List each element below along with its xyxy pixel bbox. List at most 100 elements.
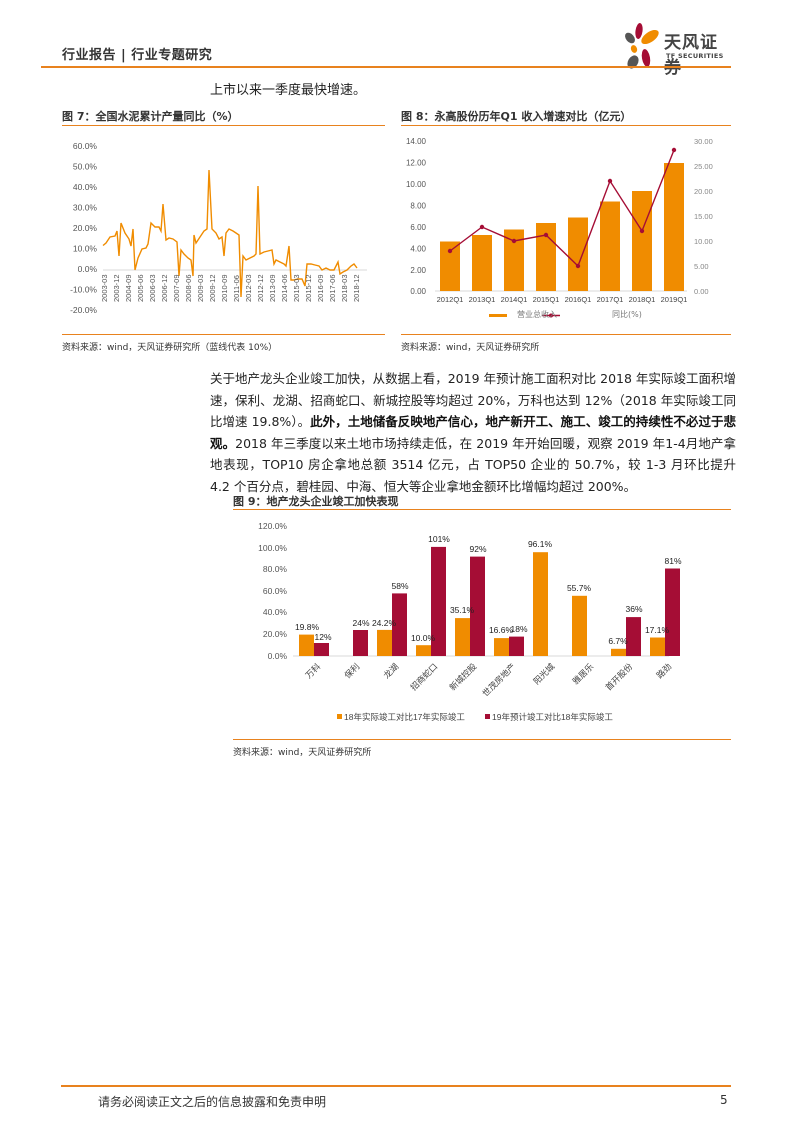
svg-text:40.0%: 40.0% bbox=[73, 182, 98, 192]
svg-text:20.0%: 20.0% bbox=[263, 629, 288, 639]
svg-text:2006-12: 2006-12 bbox=[160, 274, 169, 302]
svg-text:80.0%: 80.0% bbox=[263, 564, 288, 574]
svg-text:雅居乐: 雅居乐 bbox=[570, 661, 595, 686]
flower-logo-icon bbox=[625, 23, 659, 69]
svg-text:2011-06: 2011-06 bbox=[232, 275, 241, 302]
bar-value-labels: 19.8% 12% 24% 24.2% 58% 10.0% 101% 35.1%… bbox=[295, 534, 682, 646]
legend-orange-swatch bbox=[337, 714, 342, 719]
svg-text:14.00: 14.00 bbox=[406, 137, 427, 146]
paragraph-part1: 关于地产龙头企业竣工加快，从数据上看，2019 年预计施工面积对比 2018 年… bbox=[210, 371, 736, 429]
svg-text:24.2%: 24.2% bbox=[372, 618, 397, 628]
svg-text:18年实际竣工对比17年实际竣工: 18年实际竣工对比17年实际竣工 bbox=[344, 712, 465, 722]
svg-text:2018-03: 2018-03 bbox=[340, 274, 349, 302]
figure8-title-rule bbox=[401, 125, 731, 126]
svg-text:35.1%: 35.1% bbox=[450, 605, 475, 615]
svg-text:2019Q1: 2019Q1 bbox=[661, 295, 688, 304]
svg-text:2014-06: 2014-06 bbox=[280, 274, 289, 302]
svg-text:2014Q1: 2014Q1 bbox=[501, 295, 528, 304]
svg-text:2015-03: 2015-03 bbox=[292, 274, 301, 302]
svg-text:16.6%: 16.6% bbox=[489, 625, 514, 635]
cement-output-line-chart: 60.0% 50.0% 40.0% 30.0% 20.0% 10.0% 0.0%… bbox=[70, 141, 367, 315]
svg-text:120.0%: 120.0% bbox=[258, 521, 287, 531]
revenue-bars bbox=[440, 163, 684, 291]
svg-text:2016Q1: 2016Q1 bbox=[565, 295, 592, 304]
svg-text:10.00: 10.00 bbox=[406, 180, 427, 189]
svg-text:2009-12: 2009-12 bbox=[208, 274, 217, 302]
figure8-title: 图 8：永高股份历年Q1 收入增速对比（亿元） bbox=[401, 110, 632, 123]
svg-text:保利: 保利 bbox=[342, 661, 361, 680]
svg-text:-20.0%: -20.0% bbox=[70, 305, 97, 315]
figure8-source-rule bbox=[401, 334, 731, 335]
svg-text:19年预计竣工对比18年实际竣工: 19年预计竣工对比18年实际竣工 bbox=[492, 712, 613, 722]
svg-text:55.7%: 55.7% bbox=[567, 583, 592, 593]
figure9-title-rule bbox=[233, 509, 731, 510]
svg-text:2.00: 2.00 bbox=[410, 266, 426, 275]
svg-text:-10.0%: -10.0% bbox=[70, 285, 97, 295]
svg-text:首开股份: 首开股份 bbox=[603, 661, 634, 692]
legend-bar-swatch bbox=[489, 314, 507, 317]
right-y-axis-labels: 30.00 25.00 20.00 15.00 10.00 5.00 0.00 bbox=[694, 137, 713, 296]
y-axis-labels: 120.0% 100.0% 80.0% 60.0% 40.0% 20.0% 0.… bbox=[258, 521, 287, 661]
legend bbox=[489, 313, 560, 318]
figure7-title: 图 7：全国水泥累计产量同比（%） bbox=[62, 110, 239, 123]
svg-text:6.7%: 6.7% bbox=[608, 636, 628, 646]
svg-text:96.1%: 96.1% bbox=[528, 539, 553, 549]
svg-text:6.00: 6.00 bbox=[410, 223, 426, 232]
svg-text:2017-06: 2017-06 bbox=[328, 274, 337, 302]
svg-text:招商蛇口: 招商蛇口 bbox=[408, 661, 439, 692]
svg-text:12%: 12% bbox=[314, 632, 331, 642]
logo-subtitle: TF SECURITIES bbox=[666, 52, 724, 60]
crimson-series-bars bbox=[314, 546, 680, 656]
legend-yoy-label: 同比(%) bbox=[612, 310, 642, 319]
svg-text:2012Q1: 2012Q1 bbox=[437, 295, 464, 304]
svg-text:58%: 58% bbox=[391, 581, 408, 591]
paragraph-bold: 此外，土地储备反映地产信心，地产新开工、施工、竣工的持续性不必过于悲观。 bbox=[210, 414, 736, 451]
logo-name: 天风证券 bbox=[664, 33, 718, 78]
page-number: 5 bbox=[720, 1093, 728, 1107]
svg-text:路劲: 路劲 bbox=[654, 661, 673, 680]
figure8-source: 资料来源：wind，天风证券研究所 bbox=[401, 343, 540, 353]
svg-text:36%: 36% bbox=[625, 604, 642, 614]
orange-series-bars bbox=[299, 552, 665, 656]
svg-text:2005-06: 2005-06 bbox=[136, 274, 145, 302]
svg-text:2015-12: 2015-12 bbox=[304, 274, 313, 302]
svg-text:60.0%: 60.0% bbox=[73, 141, 98, 151]
svg-text:40.0%: 40.0% bbox=[263, 607, 288, 617]
svg-text:15.00: 15.00 bbox=[694, 212, 713, 221]
yonggao-revenue-combo-chart: 14.00 12.00 10.00 8.00 6.00 4.00 2.00 0.… bbox=[406, 137, 713, 318]
figure7-source-rule bbox=[62, 334, 385, 335]
svg-text:8.00: 8.00 bbox=[410, 202, 426, 211]
svg-text:100.0%: 100.0% bbox=[258, 543, 287, 553]
svg-text:新城控股: 新城控股 bbox=[447, 661, 478, 692]
svg-text:10.0%: 10.0% bbox=[73, 244, 98, 254]
x-axis-labels: 2012Q1 2013Q1 2014Q1 2015Q1 2016Q1 2017Q1 20… bbox=[437, 295, 688, 304]
svg-text:24%: 24% bbox=[352, 618, 369, 628]
svg-text:101%: 101% bbox=[428, 534, 450, 544]
report-category: 行业报告 | 行业专题研究 bbox=[62, 48, 213, 63]
svg-text:4.00: 4.00 bbox=[410, 245, 426, 254]
svg-text:60.0%: 60.0% bbox=[263, 586, 288, 596]
cement-yoy-line bbox=[102, 169, 358, 298]
figure7-title-rule bbox=[62, 125, 385, 126]
svg-text:2018Q1: 2018Q1 bbox=[629, 295, 656, 304]
svg-text:10.00: 10.00 bbox=[694, 237, 713, 246]
svg-text:5.00: 5.00 bbox=[694, 262, 709, 271]
header-divider bbox=[41, 66, 731, 68]
svg-text:2004-09: 2004-09 bbox=[124, 274, 133, 302]
y-axis-labels: 60.0% 50.0% 40.0% 30.0% 20.0% 10.0% 0.0%… bbox=[70, 141, 97, 315]
svg-text:17.1%: 17.1% bbox=[645, 625, 670, 635]
svg-text:12.00: 12.00 bbox=[406, 159, 427, 168]
figure9-title: 图 9：地产龙头企业竣工加快表现 bbox=[233, 495, 399, 508]
svg-text:0.0%: 0.0% bbox=[268, 651, 288, 661]
svg-text:2012-12: 2012-12 bbox=[256, 274, 265, 302]
svg-text:50.0%: 50.0% bbox=[73, 162, 98, 172]
x-axis-category-labels: 万科 保利 龙湖 招商蛇口 新城控股 世茂房地产 阳光城 雅居乐 首开股份 路劲 bbox=[303, 661, 673, 698]
svg-text:2013Q1: 2013Q1 bbox=[469, 295, 496, 304]
legend-revenue-label: 营业总收入 bbox=[517, 310, 557, 319]
svg-text:0.00: 0.00 bbox=[694, 287, 709, 296]
disclaimer-notice: 请务必阅读正文之后的信息披露和免责申明 bbox=[98, 1095, 327, 1109]
legend: 18年实际竣工对比17年实际竣工 19年预计竣工对比18年实际竣工 bbox=[337, 712, 613, 722]
left-y-axis-labels: 14.00 12.00 10.00 8.00 6.00 4.00 2.00 0.… bbox=[406, 137, 427, 296]
svg-text:10.0%: 10.0% bbox=[411, 633, 436, 643]
paragraph-part2: 2018 年三季度以来土地市场持续走低，在 2019 年开始回暖，观察 2019… bbox=[210, 435, 736, 494]
